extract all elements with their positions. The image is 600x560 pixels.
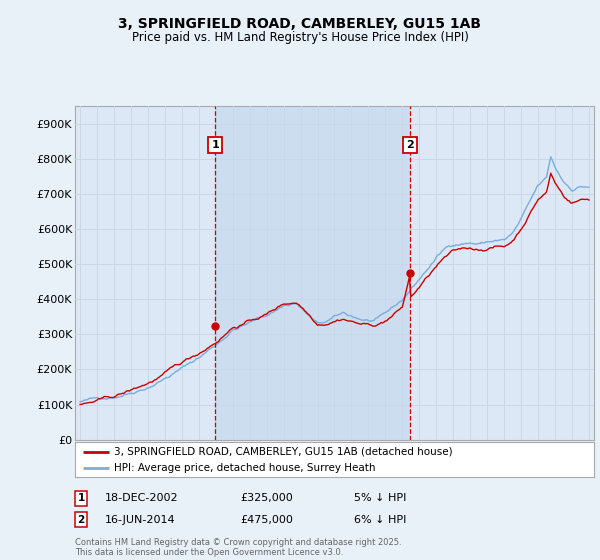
Text: £475,000: £475,000 xyxy=(240,515,293,525)
Text: £325,000: £325,000 xyxy=(240,493,293,503)
Text: 1: 1 xyxy=(211,140,219,150)
Text: 18-DEC-2002: 18-DEC-2002 xyxy=(105,493,179,503)
Text: 5% ↓ HPI: 5% ↓ HPI xyxy=(354,493,406,503)
Text: HPI: Average price, detached house, Surrey Heath: HPI: Average price, detached house, Surr… xyxy=(114,463,376,473)
Text: 3, SPRINGFIELD ROAD, CAMBERLEY, GU15 1AB: 3, SPRINGFIELD ROAD, CAMBERLEY, GU15 1AB xyxy=(119,17,482,31)
Text: 1: 1 xyxy=(77,493,85,503)
Text: 3, SPRINGFIELD ROAD, CAMBERLEY, GU15 1AB (detached house): 3, SPRINGFIELD ROAD, CAMBERLEY, GU15 1AB… xyxy=(114,447,452,457)
Text: 2: 2 xyxy=(406,140,414,150)
Bar xyxy=(215,106,410,440)
Text: 16-JUN-2014: 16-JUN-2014 xyxy=(105,515,176,525)
Text: Contains HM Land Registry data © Crown copyright and database right 2025.
This d: Contains HM Land Registry data © Crown c… xyxy=(75,538,401,557)
Text: 6% ↓ HPI: 6% ↓ HPI xyxy=(354,515,406,525)
Text: Price paid vs. HM Land Registry's House Price Index (HPI): Price paid vs. HM Land Registry's House … xyxy=(131,31,469,44)
Text: 2: 2 xyxy=(77,515,85,525)
